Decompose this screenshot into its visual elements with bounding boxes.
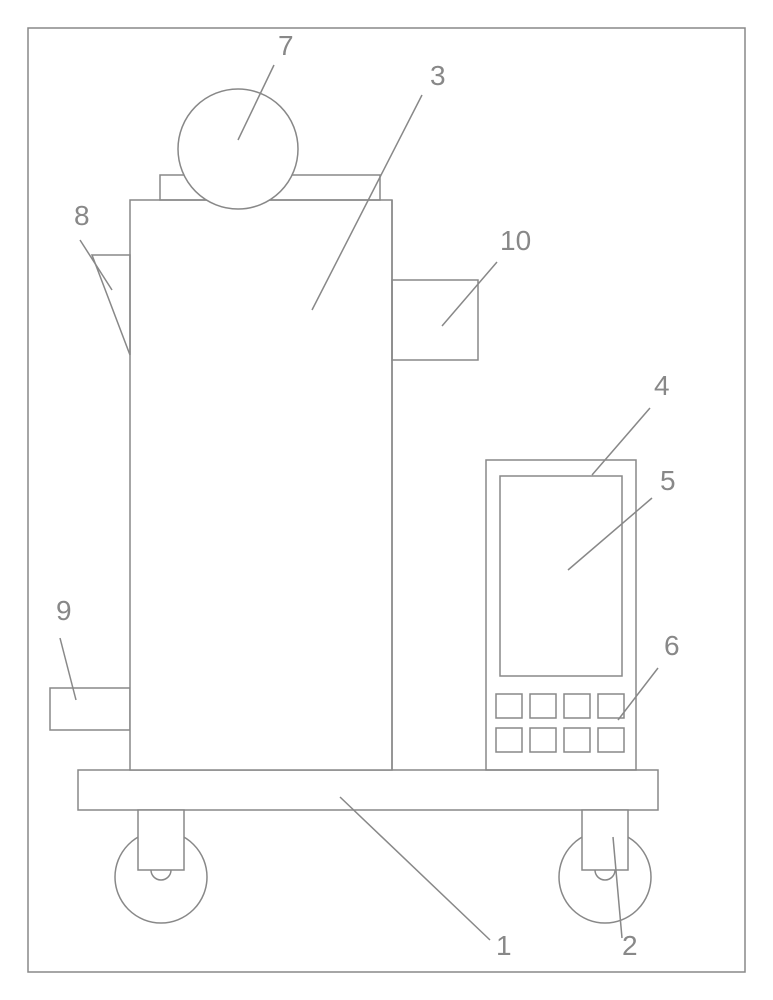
label-3: 3 — [430, 60, 446, 91]
leader-line-8 — [80, 240, 112, 290]
label-4: 4 — [654, 370, 670, 401]
label-5: 5 — [660, 465, 676, 496]
leader-line-1 — [340, 797, 490, 940]
leader-line-9 — [60, 638, 76, 700]
control-button — [598, 728, 624, 752]
wheel-left-bracket — [138, 810, 184, 870]
main-cabinet — [130, 200, 392, 770]
control-button — [530, 728, 556, 752]
label-2: 2 — [622, 930, 638, 961]
control-button — [496, 728, 522, 752]
control-button — [530, 694, 556, 718]
label-7: 7 — [278, 30, 294, 61]
leader-line-10 — [442, 262, 497, 326]
right-box — [392, 280, 478, 360]
leader-line-4 — [592, 408, 650, 475]
control-button — [496, 694, 522, 718]
circle-gauge — [178, 89, 298, 209]
control-button — [564, 694, 590, 718]
control-panel — [486, 460, 636, 770]
base-platform — [78, 770, 658, 810]
left-protrusion — [50, 688, 130, 730]
label-1: 1 — [496, 930, 512, 961]
label-8: 8 — [74, 200, 90, 231]
label-6: 6 — [664, 630, 680, 661]
control-button — [564, 728, 590, 752]
label-10: 10 — [500, 225, 531, 256]
technical-diagram: 1 2 3 4 5 6 7 8 9 10 — [0, 0, 773, 1000]
label-9: 9 — [56, 595, 72, 626]
leader-line-5 — [568, 498, 652, 570]
control-button — [598, 694, 624, 718]
control-screen — [500, 476, 622, 676]
funnel — [92, 255, 130, 355]
wheel-right-bracket — [582, 810, 628, 870]
